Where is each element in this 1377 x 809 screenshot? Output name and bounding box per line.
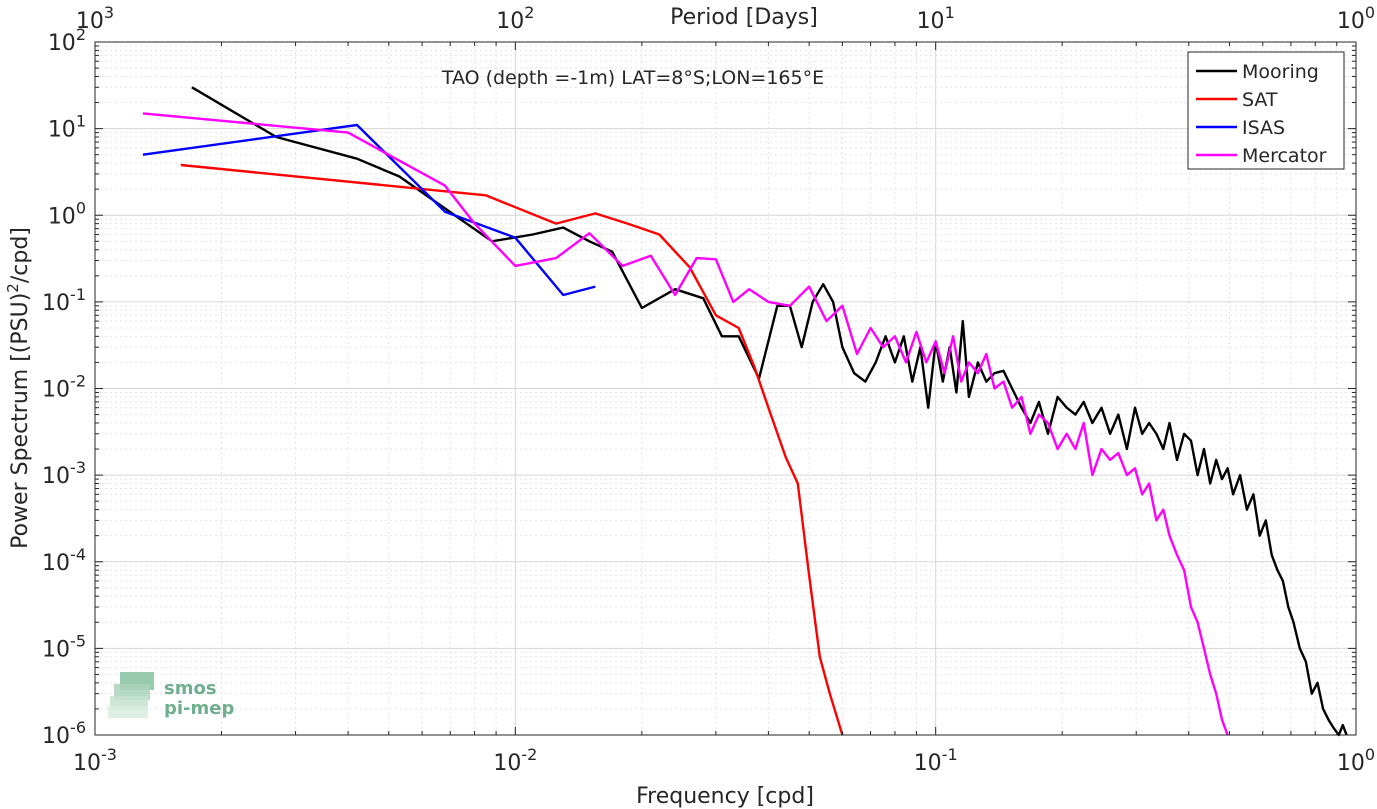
y-axis-label: Power Spectrum [(PSU)2/cpd] <box>4 227 33 549</box>
series-lines <box>142 86 1348 737</box>
y-tick-label: 10-4 <box>42 545 86 576</box>
y-tick-label: 102 <box>48 25 86 56</box>
legend: Mooring SAT ISAS Mercator <box>1187 51 1345 170</box>
logo-line-1: smos <box>164 678 217 699</box>
x-tick-label: 10-2 <box>493 745 537 776</box>
legend-entries: Mooring SAT ISAS Mercator <box>1196 61 1327 167</box>
y-tick-label: 101 <box>48 112 86 143</box>
y-axis-label-base: Power Spectrum [(PSU) <box>8 293 33 549</box>
x2-tick-label: 100 <box>1337 3 1375 34</box>
y-axis-label-tail: /cpd] <box>8 227 33 283</box>
x-tick-label: 10-3 <box>73 745 117 776</box>
legend-label-sat: SAT <box>1242 89 1278 111</box>
x2-tick-label: 102 <box>496 3 534 34</box>
tick-marks <box>94 42 1356 736</box>
series-line-sat <box>180 163 844 736</box>
y-tick-label: 10-6 <box>42 718 86 749</box>
x-tick-label: 100 <box>1337 745 1375 776</box>
x-tick-label: 10-1 <box>914 745 958 776</box>
logo-line-2: pi-mep <box>164 698 234 719</box>
logo-mark-icon <box>108 672 154 718</box>
y-tick-label: 10-5 <box>42 631 86 662</box>
legend-label-isas: ISAS <box>1242 117 1285 139</box>
y-tick-label: 10-1 <box>42 285 86 316</box>
y-axis-label-superscript: 2 <box>4 283 22 293</box>
x2-tick-label: 101 <box>917 3 955 34</box>
y-tick-label: 10-2 <box>42 372 86 403</box>
legend-label-mercator: Mercator <box>1242 145 1327 167</box>
x2-tick-label: 103 <box>76 3 114 34</box>
smos-pi-mep-logo: smos pi-mep <box>108 672 234 719</box>
series-line-mercator <box>142 112 1229 736</box>
y-tick-label: 100 <box>48 198 86 229</box>
chart-title: TAO (depth =-1m) LAT=8°S;LON=165°E <box>441 67 824 89</box>
x-axis-label: Frequency [cpd] <box>636 784 814 809</box>
legend-label-mooring: Mooring <box>1242 61 1319 83</box>
top-axis-label: Period [Days] <box>670 5 818 30</box>
y-tick-label: 10-3 <box>42 458 86 489</box>
